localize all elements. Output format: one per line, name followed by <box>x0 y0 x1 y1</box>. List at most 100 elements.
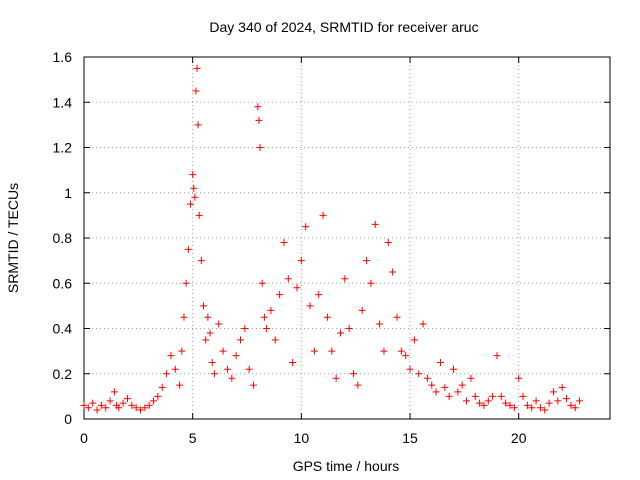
data-point <box>255 116 263 124</box>
data-point <box>190 184 198 192</box>
data-point <box>319 211 327 219</box>
data-point <box>115 404 123 412</box>
y-tick-label: 0.2 <box>53 366 73 382</box>
data-point <box>302 223 310 231</box>
data-point <box>502 399 510 407</box>
x-tick-label: 5 <box>189 430 197 446</box>
data-point <box>363 257 371 265</box>
data-point <box>258 279 266 287</box>
data-point <box>415 370 423 378</box>
data-point <box>506 401 514 409</box>
x-tick-label: 0 <box>80 430 88 446</box>
data-point <box>336 329 344 337</box>
y-tick-label: 0.8 <box>53 230 73 246</box>
data-point <box>210 370 218 378</box>
data-point <box>80 401 88 409</box>
data-point <box>463 397 471 405</box>
data-point <box>97 401 105 409</box>
data-point <box>141 404 149 412</box>
data-point <box>367 279 375 287</box>
x-axis-label: GPS time / hours <box>293 458 400 474</box>
data-point <box>176 381 184 389</box>
data-point <box>167 352 175 360</box>
data-point <box>471 392 479 400</box>
y-tick-label: 1 <box>64 185 72 201</box>
data-point <box>489 392 497 400</box>
data-point <box>187 200 195 208</box>
data-point <box>123 395 131 403</box>
data-point <box>219 347 227 355</box>
data-point <box>256 144 264 151</box>
data-point <box>200 302 208 310</box>
data-point <box>445 392 453 400</box>
data-point <box>423 374 431 382</box>
data-point <box>215 320 223 328</box>
data-point <box>228 374 236 382</box>
data-point <box>289 358 297 366</box>
data-point <box>532 397 540 405</box>
data-point <box>397 347 405 355</box>
data-point <box>458 381 466 389</box>
data-point <box>189 171 197 179</box>
data-point <box>276 291 284 299</box>
data-point <box>192 87 200 95</box>
data-point <box>384 239 392 247</box>
data-point <box>306 302 314 310</box>
data-point <box>519 392 527 400</box>
chart-title: Day 340 of 2024, SRMTID for receiver aru… <box>209 19 478 35</box>
data-point <box>480 401 488 409</box>
data-point <box>102 404 110 412</box>
data-point <box>428 381 436 389</box>
data-point <box>154 392 162 400</box>
data-point <box>132 404 140 412</box>
data-point <box>545 399 553 407</box>
data-point <box>236 336 244 344</box>
y-tick-label: 1.2 <box>53 140 73 156</box>
data-point <box>549 388 557 396</box>
data-point <box>204 313 212 321</box>
data-point <box>267 306 275 314</box>
data-point <box>350 370 358 378</box>
data-point <box>332 374 340 382</box>
data-point <box>441 383 449 391</box>
data-point <box>280 239 288 247</box>
data-point <box>528 404 536 412</box>
data-point <box>206 329 214 337</box>
x-tick-label: 20 <box>511 430 527 446</box>
data-point <box>402 352 410 360</box>
data-point <box>197 257 205 265</box>
data-point <box>523 401 531 409</box>
data-point <box>158 383 166 391</box>
data-point <box>563 395 571 403</box>
data-points <box>80 64 584 414</box>
data-point <box>497 392 505 400</box>
data-point <box>223 365 231 373</box>
data-point <box>406 365 414 373</box>
data-point <box>137 406 145 414</box>
data-point <box>171 365 179 373</box>
data-point <box>515 374 523 382</box>
y-tick-label: 0.6 <box>53 275 73 291</box>
data-point <box>510 404 518 412</box>
data-point <box>354 381 362 389</box>
y-tick-label: 1.4 <box>53 94 73 110</box>
data-point <box>536 404 544 412</box>
data-point <box>241 325 249 332</box>
data-point <box>393 313 401 321</box>
data-point <box>432 388 440 396</box>
y-tick-label: 0 <box>64 411 72 427</box>
data-point <box>576 397 584 405</box>
data-point <box>541 406 549 414</box>
data-point <box>145 401 153 409</box>
data-point <box>567 401 575 409</box>
x-tick-labels: 0 5 10 15 20 <box>80 430 527 446</box>
data-point <box>250 381 258 389</box>
data-point <box>180 313 188 321</box>
data-point <box>558 383 566 391</box>
data-point <box>263 325 271 332</box>
data-point <box>376 320 384 328</box>
x-tick-label: 10 <box>294 430 310 446</box>
data-point <box>476 399 484 407</box>
data-point <box>260 313 268 321</box>
data-point <box>467 374 475 382</box>
